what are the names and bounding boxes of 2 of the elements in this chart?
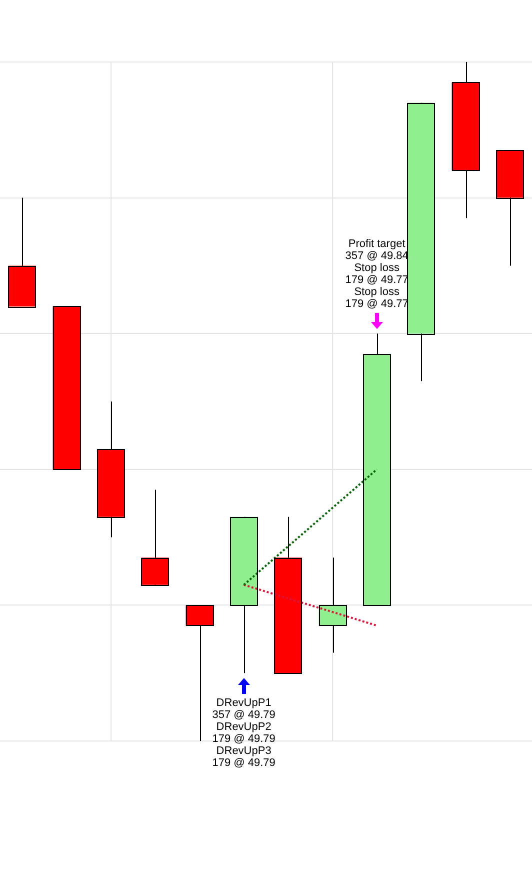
annotation: Profit target 357 @ 49.84 Stop loss 179 @ 49.77 Stop loss 179 @ 49.77 bbox=[345, 238, 408, 310]
annotation: DRevUpP1 357 @ 49.79 DRevUpP2 179 @ 49.79 DRevUpP3 179 @ 49.79 bbox=[212, 697, 276, 770]
